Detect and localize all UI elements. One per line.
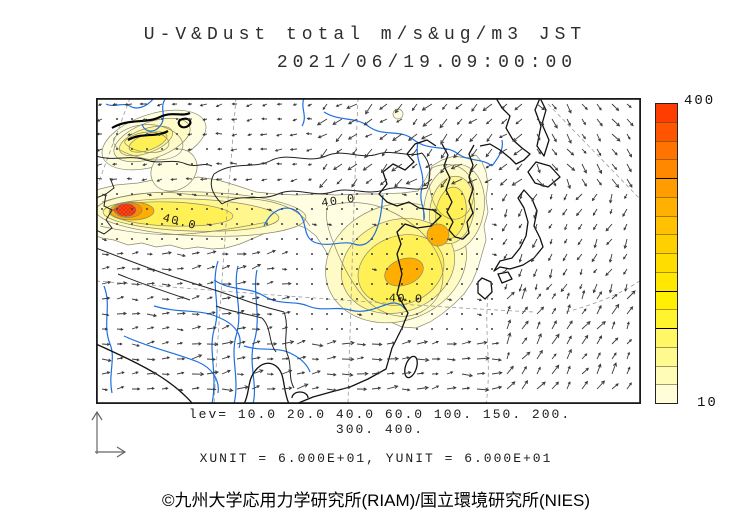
colorbar-segment	[656, 309, 677, 328]
colorbar-segment	[656, 196, 677, 216]
country-borders-layer	[95, 151, 431, 389]
colorbar	[655, 103, 678, 404]
copyright-credit: ©九州大学応用力学研究所(RIAM)/国立環境研究所(NIES)	[161, 491, 591, 510]
axes-arrows	[91, 410, 127, 458]
colorbar-segment	[656, 271, 677, 291]
colorbar-segment	[656, 104, 677, 122]
colorbar-segment	[656, 178, 677, 197]
map-frame	[95, 97, 642, 405]
contour-lines-layer	[99, 124, 475, 317]
colorbar-segment	[656, 215, 677, 235]
graticule-layer	[95, 97, 642, 405]
contour-labels-layer: 40.040.040.0	[161, 192, 424, 307]
colorbar-segment	[656, 140, 677, 160]
rivers-layer	[103, 97, 503, 405]
contour-label: 40.0	[388, 291, 423, 306]
colorbar-segment	[656, 365, 677, 385]
chart-timestamp: 2021/06/19.09:00:00	[276, 53, 578, 73]
map-plot-area: 40.0 40.0 40.0	[94, 97, 642, 405]
colorbar-segment	[656, 159, 677, 178]
colorbar-segment	[656, 384, 677, 403]
dust-shading-layer	[95, 108, 489, 329]
wind-vectors-layer	[94, 102, 636, 393]
contour-label: 40.0	[320, 192, 356, 211]
coastlines-layer	[95, 97, 561, 405]
contour-levels-text-line2: 300. 400.	[335, 422, 425, 437]
chart-title: U-V&Dust total m/s&ug/m3 JST	[143, 25, 587, 45]
contour-levels-text-line1: lev= 10.0 20.0 40.0 60.0 100. 150. 200.	[188, 407, 572, 422]
vector-units-text: XUNIT = 6.000E+01, YUNIT = 6.000E+01	[199, 451, 553, 466]
colorbar-min-label: 10	[697, 395, 718, 411]
colorbar-segment	[656, 234, 677, 253]
colorbar-segment	[656, 328, 677, 347]
map-svg: 40.040.040.0	[94, 97, 642, 405]
colorbar-max-label: 400	[684, 93, 716, 109]
colorbar-segment	[656, 346, 677, 366]
colorbar-segment	[656, 290, 677, 310]
colorbar-segment	[656, 121, 677, 141]
mountain-ridge-layer	[111, 111, 192, 141]
colorbar-segment	[656, 253, 677, 272]
